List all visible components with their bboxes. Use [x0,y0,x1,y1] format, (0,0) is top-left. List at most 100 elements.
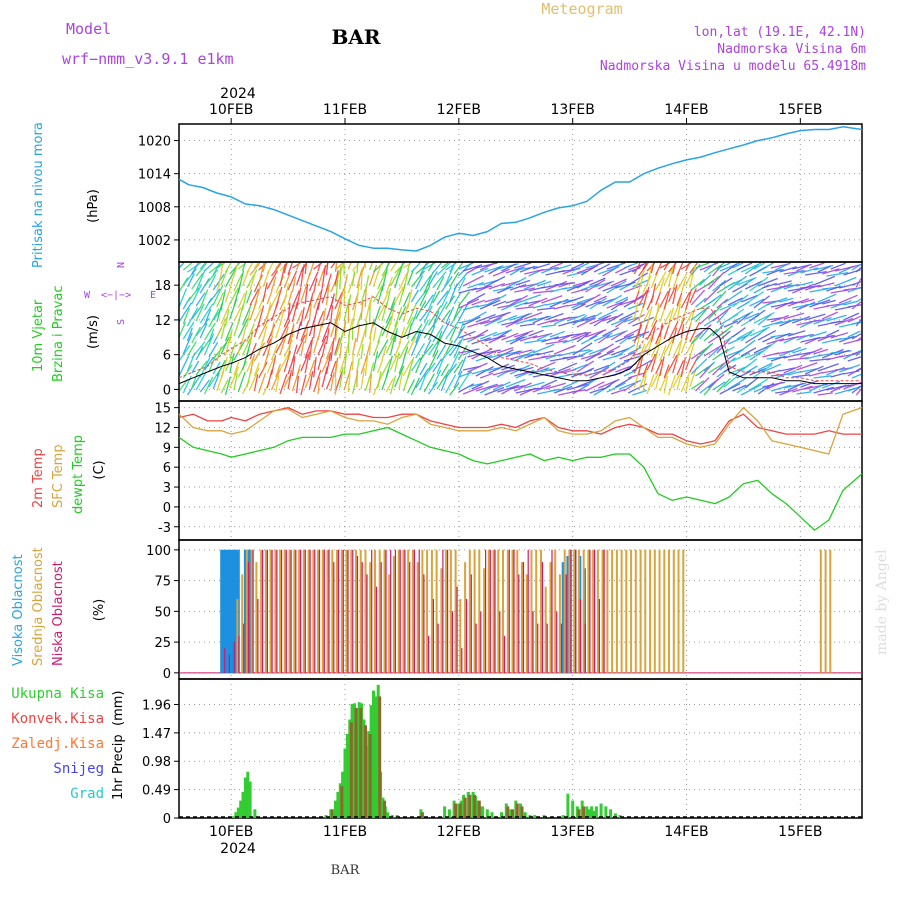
wind-barb [744,376,759,389]
wind-barb [606,301,623,309]
wind-barb [419,285,431,307]
wind-barb [615,344,636,358]
precip-unit: (mm) [111,691,126,726]
wind-barb [279,319,291,341]
wind-barb [419,319,429,337]
precip-bar-conv [520,806,524,818]
wind-barb [300,320,310,342]
wind-barb [334,292,343,310]
model-label: Model [66,20,111,38]
precip-bar-total [585,806,589,818]
wind-barb [783,283,799,290]
wind-barb [377,371,382,389]
wind-barb [372,272,379,288]
wind-barb [427,325,436,341]
wind-compass: W E N S <−|−> [84,262,156,325]
temp-sfc-line [178,406,863,455]
wind-barb [834,349,850,356]
wind-barb [321,265,327,289]
wind-barb [572,303,586,311]
wind-barb [642,375,647,393]
wind-barb [787,269,804,277]
wind-barb [258,318,269,340]
top-day-label: 14FEB [664,102,708,118]
wind-barb [659,277,665,293]
wind-barb [847,356,862,362]
precip-bar-conv [577,809,581,818]
wind-barb [440,276,453,293]
y-tick-label: 12 [154,314,171,329]
wind-barb [505,297,522,304]
precip-legend-total: Ukupna Kisa [11,686,104,702]
wind-barb [308,359,316,376]
wind-barb [545,312,564,321]
wind-barb [266,358,275,374]
wind-barb [233,373,238,391]
precip-bar-conv [378,696,382,818]
wind-barb [851,301,862,310]
wind-barb [241,290,248,311]
wind-barb [610,262,623,272]
wind-barb [695,377,710,392]
wind-barb [610,331,626,341]
wind-barb [325,328,330,345]
wind-barb [291,301,299,323]
panel-frame [178,678,863,819]
wind-barb [436,330,443,345]
wind-barb [633,290,640,305]
wind-barb [749,309,766,322]
wind-barb [727,334,749,345]
wind-barb [423,373,435,393]
wind-barb [606,382,626,393]
wind-barb [178,262,185,269]
wind-barb [449,350,461,372]
wind-barb [856,368,862,372]
wind-barb [351,349,354,371]
wind-barb [723,375,738,388]
wind-barb [389,321,399,341]
wind-barb [593,343,614,357]
wind-barb [783,364,803,374]
wind-barb [233,307,242,322]
wind-barb [279,373,288,395]
wind-barb [445,363,458,379]
wind-barb [356,358,360,373]
wind-barb [369,295,373,310]
precip-bar-conv [383,800,386,818]
wind-barb [562,316,578,320]
wind-barb [690,278,705,291]
wind-barb [809,262,825,269]
wind-barb [787,330,806,337]
wind-barb [334,311,341,327]
wind-barb [580,378,596,390]
wind-barb [325,340,334,360]
wind-barb [571,349,591,354]
wind-barb [394,306,403,328]
wind-barb [237,371,246,393]
bottom-year-label: 2024 [220,841,256,857]
wind-barb [505,277,527,289]
wind-barb [699,342,714,355]
precip-bar-conv [359,708,363,818]
wind-barb [178,322,187,338]
wind-barb [321,342,327,358]
wind-barb [199,303,214,324]
wind-barb [440,309,451,323]
wind-barb [266,302,272,320]
pressure-ylabel: Pritisak na nivou mora [31,122,46,268]
wind-barb [619,335,632,345]
precip-bar-total [246,771,250,818]
wind-barb [779,346,802,357]
precip-bar-total [243,777,247,818]
wind-barb [689,262,698,274]
wind-barb [407,302,418,325]
wind-barb [300,307,305,327]
precip-bar-total [374,696,378,818]
wind-barb [449,326,457,342]
wind-barb [638,368,649,391]
wind-barb [385,262,390,270]
wind-barb [655,359,663,375]
wind-barb [716,262,731,270]
wind-barb [650,373,659,388]
wind-barb [779,367,796,372]
